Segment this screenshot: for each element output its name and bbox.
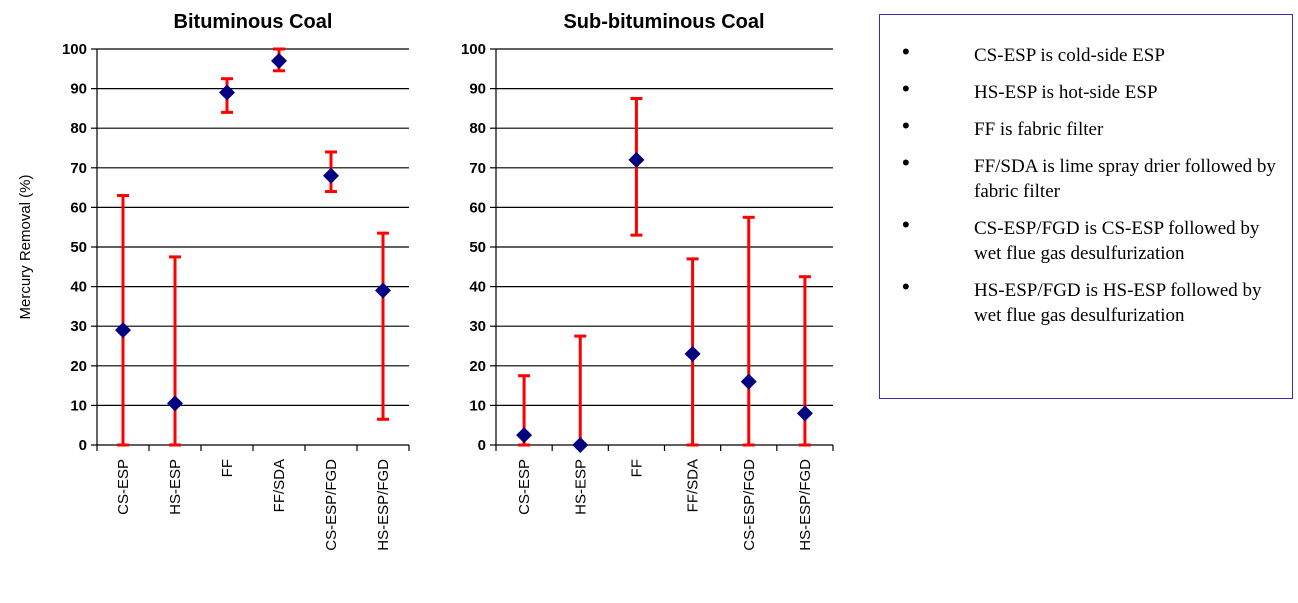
- x-tick-label: HS-ESP: [572, 459, 589, 515]
- legend-item: • FF is fabric filter: [902, 113, 1282, 142]
- data-point: [740, 373, 757, 390]
- x-tick-label: CS-ESP/FGD: [323, 459, 340, 551]
- legend-item-text: FF is fabric filter: [974, 119, 1104, 140]
- bullet-icon: •: [902, 274, 910, 299]
- y-tick-label: 60: [70, 199, 87, 216]
- legend-item-text: HS-ESP is hot-side ESP: [974, 82, 1158, 103]
- legend-item-text: CS-ESP is cold-side ESP: [974, 45, 1165, 66]
- data-point: [323, 167, 339, 184]
- data-point: [219, 84, 235, 101]
- x-tick-label: CS-ESP/FGD: [741, 459, 758, 551]
- x-tick-label: FF/SDA: [271, 459, 288, 512]
- y-tick-label: 30: [469, 318, 486, 335]
- legend-item: • HS-ESP/FGD is HS-ESP followed by wet fl…: [902, 274, 1282, 328]
- y-tick-label: 70: [469, 160, 486, 177]
- x-tick-label: HS-ESP/FGD: [797, 459, 814, 551]
- x-tick-label: CS-ESP: [115, 459, 132, 515]
- chart-title: Sub-bituminous Coal: [563, 11, 764, 33]
- x-tick-label: FF/SDA: [685, 459, 702, 512]
- data-point: [796, 405, 813, 422]
- y-tick-label: 0: [79, 437, 87, 454]
- x-tick-label: FF: [219, 459, 236, 477]
- legend-box: • CS-ESP is cold-side ESP • HS-ESP is hot-…: [879, 14, 1293, 399]
- legend-item: • HS-ESP is hot-side ESP: [902, 76, 1282, 105]
- x-tick-label: HS-ESP/FGD: [375, 459, 392, 551]
- data-point: [271, 52, 287, 69]
- y-tick-label: 0: [478, 437, 486, 454]
- chart-2: Sub-bituminous Coal 0 10 20 30 40 50 60 70 80 90 10…: [461, 11, 834, 551]
- chart-1: Bituminous Coal 0 10 20 30 40 50 60 70 80 90 100 CS-…: [17, 11, 410, 551]
- legend-item-text: HS-ESP/FGD is HS-ESP followed by wet flu…: [974, 280, 1262, 326]
- charts-area: Bituminous Coal0102030405060708090100CS-…: [17, 11, 834, 551]
- y-tick-label: 70: [70, 160, 87, 177]
- y-axis-label: Mercury Removal (%): [17, 174, 34, 319]
- y-tick-label: 20: [469, 358, 486, 375]
- legend-item: • CS-ESP is cold-side ESP: [902, 39, 1282, 68]
- x-tick-label: FF: [628, 459, 645, 477]
- data-point: [115, 322, 131, 339]
- bullet-icon: •: [902, 113, 910, 138]
- bullet-icon: •: [902, 76, 910, 101]
- y-tick-label: 80: [469, 120, 486, 137]
- y-tick-label: 10: [469, 397, 486, 414]
- legend-list: • CS-ESP is cold-side ESP • HS-ESP is hot-…: [902, 39, 1282, 340]
- y-tick-label: 80: [70, 120, 87, 137]
- legend-item: • FF/SDA is lime spray drier followed by …: [902, 150, 1282, 204]
- data-point: [684, 345, 701, 362]
- x-tick-label: CS-ESP: [516, 459, 533, 515]
- y-tick-label: 60: [469, 199, 486, 216]
- legend-item-text: FF/SDA is lime spray drier followed by f…: [974, 156, 1276, 202]
- y-tick-label: 40: [70, 279, 87, 296]
- chart-title: Bituminous Coal: [174, 11, 333, 33]
- y-tick-label: 30: [70, 318, 87, 335]
- y-tick-label: 90: [469, 81, 486, 98]
- x-tick-label: HS-ESP: [167, 459, 184, 515]
- y-tick-label: 40: [469, 279, 486, 296]
- y-tick-label: 100: [62, 41, 87, 58]
- y-tick-label: 50: [469, 239, 486, 256]
- bullet-icon: •: [902, 150, 910, 175]
- y-tick-label: 20: [70, 358, 87, 375]
- data-point: [516, 427, 533, 444]
- data-point: [628, 151, 645, 168]
- y-tick-label: 90: [70, 81, 87, 98]
- y-tick-label: 10: [70, 397, 87, 414]
- data-point: [375, 282, 391, 299]
- bullet-icon: •: [902, 39, 910, 64]
- y-tick-label: 100: [461, 41, 486, 58]
- data-point: [572, 437, 589, 453]
- data-point: [167, 395, 183, 412]
- y-tick-label: 50: [70, 239, 87, 256]
- bullet-icon: •: [902, 212, 910, 237]
- legend-item: • CS-ESP/FGD is CS-ESP followed by wet fl…: [902, 212, 1282, 266]
- legend-item-text: CS-ESP/FGD is CS-ESP followed by wet flu…: [974, 218, 1260, 264]
